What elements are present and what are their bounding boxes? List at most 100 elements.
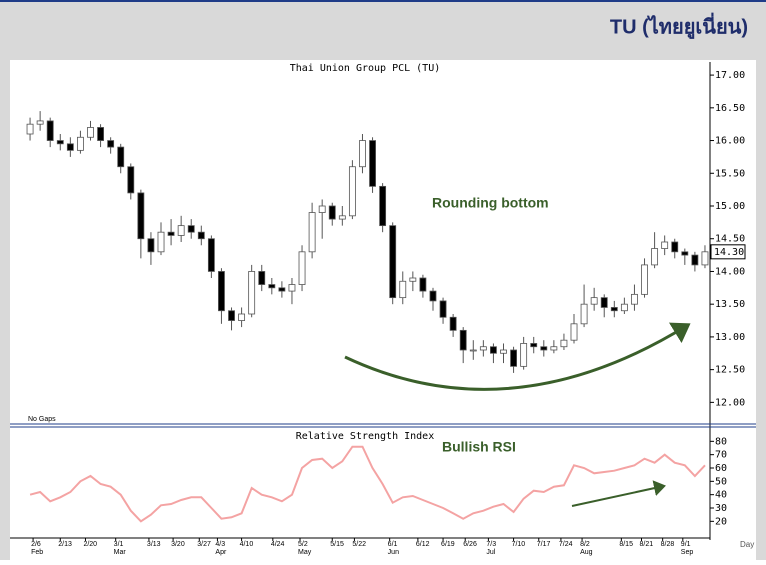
candle-body bbox=[197, 231, 205, 240]
x-tick-label: 5/2 bbox=[298, 541, 308, 548]
candle-body bbox=[278, 287, 286, 292]
top-rule bbox=[0, 0, 766, 2]
candle-body bbox=[691, 254, 699, 266]
panel-title: Thai Union Group PCL (TU) bbox=[290, 63, 441, 74]
candle-body bbox=[308, 212, 316, 253]
x-tick-label: 8/28 bbox=[661, 541, 675, 548]
x-tick-label: 6/26 bbox=[463, 541, 477, 548]
candle-body bbox=[46, 120, 54, 141]
candle-body bbox=[631, 293, 638, 305]
x-tick-label: 8/2 bbox=[580, 541, 590, 548]
candle-body bbox=[379, 185, 387, 227]
candle-body bbox=[36, 120, 44, 125]
candle-body bbox=[328, 205, 336, 220]
x-tick-label: 4/24 bbox=[271, 541, 285, 548]
candle-body bbox=[338, 215, 346, 220]
y-tick-label: 16.50 bbox=[715, 103, 745, 114]
candle-body bbox=[107, 140, 115, 148]
y-tick-label: 30 bbox=[715, 503, 727, 514]
month-label: Jun bbox=[388, 549, 399, 556]
candle-body bbox=[359, 140, 366, 168]
candle-body bbox=[681, 251, 689, 256]
x-tick-label: 4/10 bbox=[240, 541, 254, 548]
candle-body bbox=[258, 271, 266, 285]
candle-body bbox=[560, 339, 568, 348]
y-tick-label: 13.00 bbox=[715, 332, 745, 343]
candle-body bbox=[479, 346, 487, 351]
month-label: Sep bbox=[681, 549, 694, 556]
candle-body bbox=[248, 271, 256, 315]
candle-body bbox=[550, 346, 558, 351]
candle-body bbox=[268, 284, 276, 289]
y-tick-label: 50 bbox=[715, 476, 727, 487]
y-tick-label: 20 bbox=[715, 516, 727, 527]
candle-body bbox=[207, 238, 215, 272]
chart-panel bbox=[10, 60, 756, 560]
x-tick-label: 3/13 bbox=[147, 541, 161, 548]
candle-body bbox=[147, 238, 155, 253]
candle-body bbox=[449, 316, 457, 331]
x-tick-label: 5/15 bbox=[330, 541, 344, 548]
candle-body bbox=[77, 136, 84, 151]
x-tick-label: 8/15 bbox=[619, 541, 633, 548]
y-tick-label: 15.00 bbox=[715, 201, 745, 212]
candle-body bbox=[117, 146, 125, 168]
candle-body bbox=[288, 284, 296, 292]
candle-body bbox=[348, 166, 356, 217]
candle-body bbox=[56, 140, 64, 145]
candle-body bbox=[389, 225, 397, 299]
candle-body bbox=[157, 231, 165, 253]
candle-body bbox=[701, 251, 709, 266]
x-tick-label: 8/21 bbox=[640, 541, 654, 548]
y-tick-label: 15.50 bbox=[715, 168, 745, 179]
y-tick-label: 16.00 bbox=[715, 136, 745, 147]
candle-body bbox=[429, 290, 437, 302]
x-tick-label: 6/19 bbox=[441, 541, 455, 548]
candle-body bbox=[399, 280, 407, 299]
page-title: TU (ไทยยูเนี่ยน) bbox=[610, 11, 748, 40]
candle-body bbox=[369, 140, 376, 187]
y-tick-label: 13.50 bbox=[715, 299, 745, 310]
y-tick-label: 70 bbox=[715, 450, 727, 461]
candle-body bbox=[409, 277, 417, 282]
candle-body bbox=[419, 277, 427, 292]
y-tick-label: 40 bbox=[715, 490, 727, 501]
candle-body bbox=[167, 231, 175, 236]
candle-body bbox=[570, 323, 578, 341]
candle-body bbox=[590, 297, 598, 305]
month-label: Aug bbox=[580, 549, 593, 556]
candle-body bbox=[459, 329, 467, 351]
y-tick-label: 12.00 bbox=[715, 397, 745, 408]
y-tick-label: 60 bbox=[715, 463, 727, 474]
y-tick-label: 17.00 bbox=[715, 70, 745, 81]
candle-body bbox=[127, 166, 135, 194]
candle-body bbox=[671, 241, 679, 253]
trend-arrow bbox=[344, 322, 691, 391]
x-tick-label: 6/1 bbox=[388, 541, 398, 548]
annotation: Rounding bottom bbox=[432, 195, 549, 211]
month-label: Apr bbox=[215, 549, 227, 556]
x-tick-label: 2/6 bbox=[31, 541, 41, 548]
x-tick-label: 6/12 bbox=[416, 541, 430, 548]
price-marker bbox=[710, 244, 746, 260]
y-tick-label: 80 bbox=[715, 436, 727, 447]
month-label: Mar bbox=[114, 549, 127, 556]
candle-body bbox=[87, 127, 94, 138]
candle-body bbox=[26, 123, 34, 135]
x-tick-label: 7/10 bbox=[512, 541, 526, 548]
x-tick-label: 9/1 bbox=[681, 541, 691, 548]
x-tick-label: 4/3 bbox=[215, 541, 225, 548]
candle-body bbox=[439, 300, 447, 318]
trend-arrow bbox=[571, 480, 666, 507]
x-tick-label: 3/27 bbox=[197, 541, 211, 548]
panel-title: Relative Strength Index bbox=[296, 431, 434, 442]
x-tick-label: 7/3 bbox=[486, 541, 496, 548]
candle-body bbox=[641, 264, 648, 295]
candle-body bbox=[187, 225, 195, 233]
rsi-line bbox=[29, 445, 706, 523]
price-marker-label: 14.30 bbox=[714, 247, 744, 258]
candle-body bbox=[228, 310, 235, 321]
candle-body bbox=[540, 346, 548, 351]
x-tick-label: 3/1 bbox=[114, 541, 124, 548]
candle-body bbox=[530, 343, 538, 348]
